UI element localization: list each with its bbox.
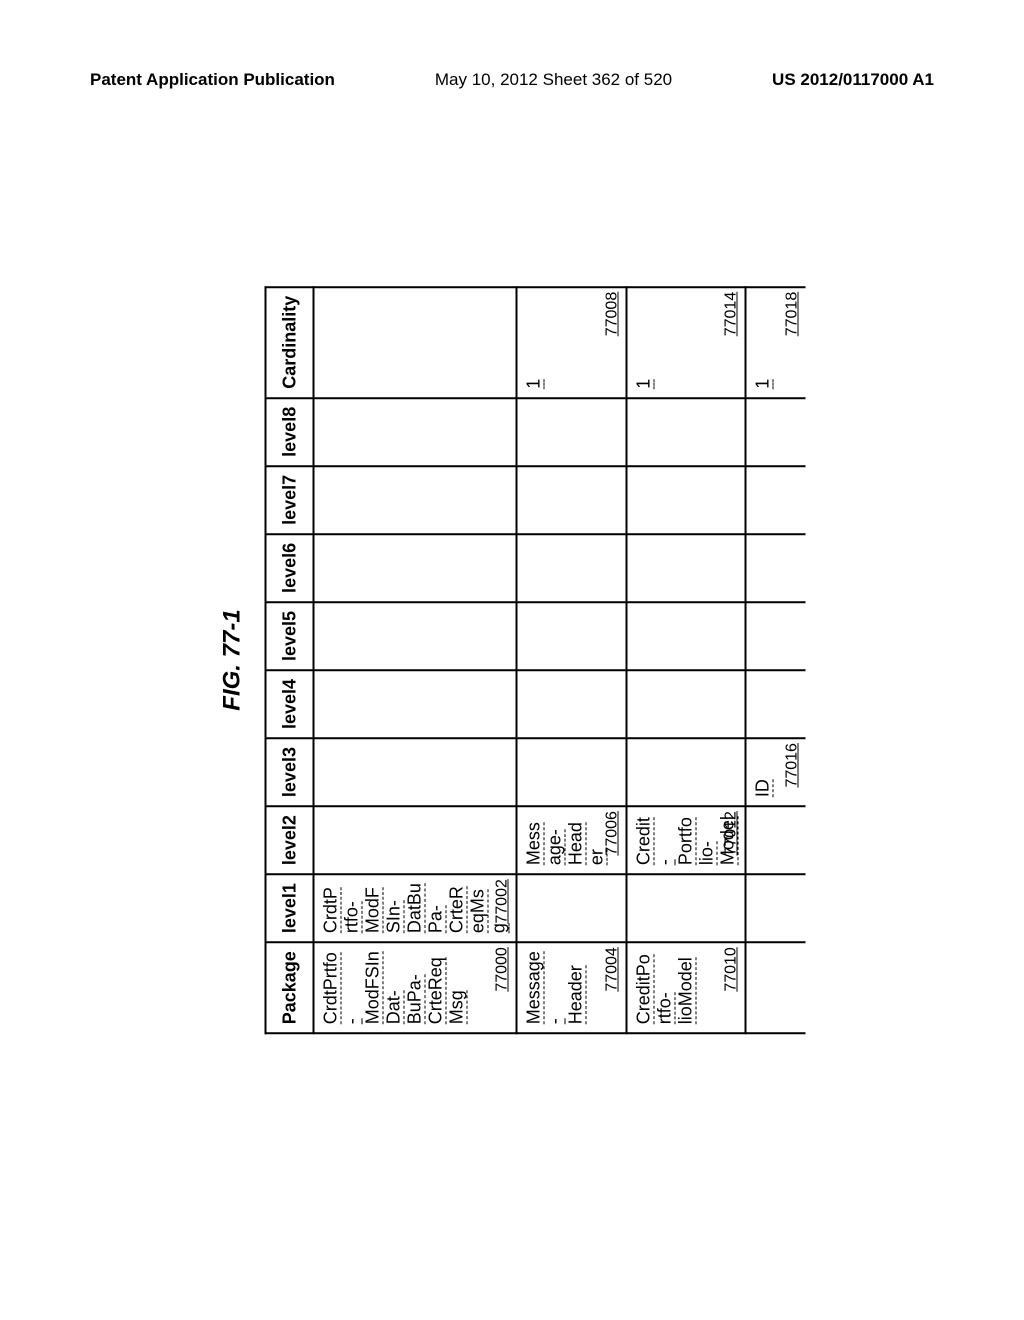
cell-level8 xyxy=(627,398,746,466)
ref-number: 77018 xyxy=(784,292,802,337)
cell-text: 1 xyxy=(753,379,774,389)
cell-level6 xyxy=(627,534,746,602)
cell-level2 xyxy=(746,806,806,874)
cell-level5 xyxy=(517,602,627,670)
ref-number: 77016 xyxy=(784,743,802,788)
cell-text: CrdtPrtfo-ModFSIn-DatBuPa-CrteReqMsg xyxy=(321,883,510,933)
header-center: May 10, 2012 Sheet 362 of 520 xyxy=(435,70,672,90)
table-row: CrdtPrtfo-ModFSInDat-BuPa-CrteReqMsg 7700… xyxy=(314,287,517,1033)
cell-package xyxy=(746,942,806,1033)
cell-level3 xyxy=(627,738,746,806)
ref-number: 77000 xyxy=(494,947,512,992)
cell-level7 xyxy=(314,466,517,534)
col-header-level6: level6 xyxy=(266,534,314,602)
col-header-cardinality: Cardinality xyxy=(266,287,314,398)
table-header-row: Package level1 level2 level3 level4 leve… xyxy=(266,287,314,1033)
cell-level1 xyxy=(627,874,746,942)
cell-text: Message-Header xyxy=(524,951,587,1024)
cell-level4 xyxy=(746,670,806,738)
cell-level2: Message-Header77006 xyxy=(517,806,627,874)
table-row: ID 77016 1 77018 xyxy=(746,287,806,1033)
ref-number: 77006 xyxy=(604,811,622,856)
table-row: Message-Header77004Message-Header7700617… xyxy=(517,287,627,1033)
col-header-package: Package xyxy=(266,942,314,1033)
figure-title: FIG. 77-1 xyxy=(219,286,247,1034)
cell-text: 1 xyxy=(634,379,655,389)
cell-text: ID xyxy=(753,779,774,797)
page-header: Patent Application Publication May 10, 2… xyxy=(0,70,1024,90)
col-header-level5: level5 xyxy=(266,602,314,670)
cell-level2: Credit-Portfolio-Model77012 xyxy=(627,806,746,874)
ref-number: 77012 xyxy=(723,811,741,856)
cell-level1: CrdtPrtfo-ModFSIn-DatBuPa-CrteReqMsg7700… xyxy=(314,874,517,942)
table-body: CrdtPrtfo-ModFSInDat-BuPa-CrteReqMsg 7700… xyxy=(314,287,806,1033)
cell-level4 xyxy=(627,670,746,738)
cell-level7 xyxy=(627,466,746,534)
cell-level1 xyxy=(517,874,627,942)
cell-level3 xyxy=(314,738,517,806)
col-header-level1: level1 xyxy=(266,874,314,942)
ref-number: 77010 xyxy=(723,947,741,992)
cell-cardinality: 1 77014 xyxy=(627,287,746,398)
header-right: US 2012/0117000 A1 xyxy=(772,70,934,90)
cell-level2 xyxy=(314,806,517,874)
cell-level7 xyxy=(746,466,806,534)
cell-level8 xyxy=(314,398,517,466)
col-header-level4: level4 xyxy=(266,670,314,738)
col-header-level2: level2 xyxy=(266,806,314,874)
ref-number: 77002 xyxy=(494,879,512,924)
col-header-level3: level3 xyxy=(266,738,314,806)
cell-cardinality: 1 77008 xyxy=(517,287,627,398)
cell-level8 xyxy=(517,398,627,466)
cell-text: CreditPortfo-lioModel xyxy=(634,954,697,1024)
cell-level5 xyxy=(746,602,806,670)
cell-text: CrdtPrtfo-ModFSInDat-BuPa-CrteReqMsg xyxy=(321,951,468,1024)
cell-level5 xyxy=(627,602,746,670)
cell-level4 xyxy=(314,670,517,738)
cell-cardinality: 1 77018 xyxy=(746,287,806,398)
cell-level7 xyxy=(517,466,627,534)
cell-level3 xyxy=(517,738,627,806)
table-row: CreditPortfo-lioModel 77010 Credit-Portfol… xyxy=(627,287,746,1033)
ref-number: 77004 xyxy=(604,947,622,992)
cell-cardinality xyxy=(314,287,517,398)
cell-level6 xyxy=(517,534,627,602)
cell-level3: ID 77016 xyxy=(746,738,806,806)
cell-level4 xyxy=(517,670,627,738)
cell-text: Message-Header xyxy=(524,822,608,865)
cell-package: Message-Header 77004 xyxy=(517,942,627,1033)
header-left: Patent Application Publication xyxy=(90,70,335,90)
col-header-level7: level7 xyxy=(266,466,314,534)
cell-level6 xyxy=(746,534,806,602)
col-header-level8: level8 xyxy=(266,398,314,466)
cell-level8 xyxy=(746,398,806,466)
data-table: Package level1 level2 level3 level4 leve… xyxy=(265,286,806,1034)
cell-package: CrdtPrtfo-ModFSInDat-BuPa-CrteReqMsg 7700… xyxy=(314,942,517,1033)
cell-level1 xyxy=(746,874,806,942)
ref-number: 77008 xyxy=(604,292,622,337)
ref-number: 77014 xyxy=(723,292,741,337)
cell-text: 1 xyxy=(524,379,545,389)
cell-level5 xyxy=(314,602,517,670)
cell-package: CreditPortfo-lioModel 77010 xyxy=(627,942,746,1033)
cell-level6 xyxy=(314,534,517,602)
figure-container: FIG. 77-1 Package level1 level2 level3 l… xyxy=(219,286,806,1034)
